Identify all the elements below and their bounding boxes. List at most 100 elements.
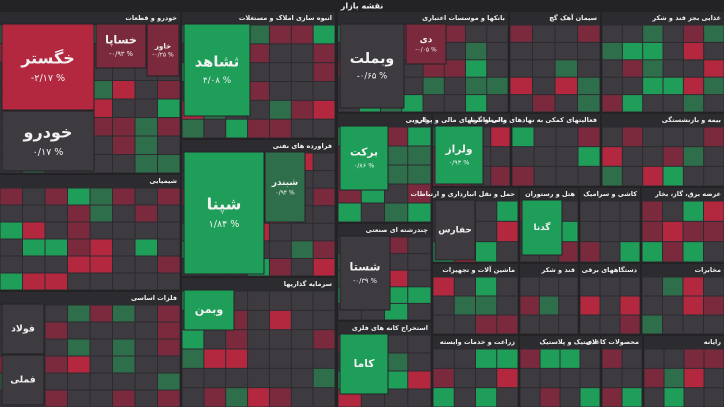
tile-filler (113, 256, 135, 273)
tile-filler (90, 81, 112, 99)
tile-filler (663, 127, 683, 147)
tile-filler (68, 188, 90, 205)
tile-filler (602, 166, 622, 186)
tile-filler (476, 277, 497, 296)
tile-filler (90, 322, 112, 339)
tile-filler (622, 349, 642, 368)
tile-filler (663, 242, 683, 262)
tile-filler (555, 60, 577, 77)
tile-filler (135, 322, 157, 339)
tile-filler (90, 118, 112, 136)
tile-filler (385, 303, 408, 320)
tile-filler (510, 60, 532, 77)
tile-change: ۰/۹۳ % (449, 158, 470, 166)
tile-change: ۰/۸۶ % (354, 161, 375, 169)
tile-filler (269, 330, 291, 349)
tile-filler (113, 118, 135, 136)
tile-symbol: ولراز (444, 143, 472, 156)
tile-filler (45, 205, 67, 222)
tile-filler (466, 25, 487, 42)
tile-filler (135, 118, 157, 136)
tile-filler (248, 44, 269, 63)
tile-filler (385, 237, 408, 254)
tile-filler (45, 222, 67, 239)
tile-filler (643, 60, 663, 77)
tile-filler (704, 127, 724, 147)
tile-filler (643, 25, 663, 42)
tile-filler (182, 349, 204, 368)
sector-label: حمل و نقل انبارداری و ارتباطات (410, 190, 515, 198)
tile-filler (313, 330, 335, 349)
tile-change: -۲/۱۷ % (31, 73, 65, 84)
tile-filler (683, 221, 703, 242)
tile-filler (520, 315, 539, 334)
tile-filler (135, 339, 157, 356)
tile-filler (600, 221, 620, 242)
tile-filler (444, 25, 465, 42)
tile-change: ۰/۹۴ % (275, 190, 295, 197)
tile-filler (642, 296, 662, 315)
sector-label: انبوه سازی املاک و مستغلات (239, 14, 332, 22)
tile-filler (683, 315, 703, 334)
tile-filler (158, 256, 180, 273)
tile-filler (408, 287, 431, 303)
tile-filler (269, 119, 291, 138)
tile-filler (578, 42, 600, 60)
tile-filler (158, 390, 180, 407)
tile-filler (90, 239, 112, 256)
tile-filler (539, 277, 559, 296)
tile-filler (602, 127, 622, 147)
sector-label: ماشین آلات و تجهیزات (442, 265, 515, 274)
tile-filler (385, 127, 408, 146)
tile-filler (313, 171, 335, 188)
tile-filler (497, 349, 518, 368)
tile-filler (45, 305, 67, 322)
tile-filler (622, 77, 643, 95)
tile-filler (556, 147, 578, 166)
tile-filler (313, 188, 335, 206)
tile-filler (226, 388, 248, 407)
tile-filler (90, 356, 112, 373)
tile-filler (534, 166, 556, 186)
tile-filler (338, 203, 361, 222)
tile-filler (385, 165, 408, 184)
tile-filler (408, 254, 431, 270)
tile-filler (158, 118, 180, 136)
tile-filler (433, 315, 454, 334)
tile-filler (663, 60, 683, 77)
tile-filler (555, 95, 577, 112)
tile-filler (491, 147, 510, 166)
tile (1, 303, 45, 355)
tile (1, 23, 95, 111)
sector-label: دستگاههای برقی (582, 266, 638, 274)
sector-label: فراورده های نفتی (273, 142, 332, 150)
tile-filler (476, 296, 497, 315)
tile-filler (663, 201, 683, 221)
tile-change: ۱/۸۴ % (209, 219, 240, 230)
tile-filler (248, 368, 269, 388)
tile-filler (602, 147, 622, 166)
tile-filler (113, 322, 135, 339)
tile-filler (664, 388, 684, 407)
tile-filler (226, 349, 248, 368)
tile-filler (540, 388, 560, 407)
sector-label: چندرشته ای صنعتی (366, 226, 429, 234)
tile-filler (602, 368, 622, 388)
tile-filler (663, 277, 683, 296)
tile-filler (476, 315, 497, 334)
tile-filler (313, 223, 335, 241)
tile-filler (433, 368, 454, 388)
tile-filler (385, 146, 408, 165)
tile-filler (602, 388, 622, 407)
tile-filler (408, 389, 431, 407)
tile-filler (313, 258, 335, 276)
tile-symbol: کاما (354, 357, 376, 370)
tile-filler (664, 368, 684, 388)
tile-filler (182, 368, 204, 388)
tile-filler (559, 201, 578, 221)
tile-filler (622, 127, 643, 147)
tile-filler (291, 349, 313, 368)
tile-change: -۰/۲۵ % (152, 51, 174, 58)
tile-filler (520, 296, 539, 315)
tile-filler (158, 99, 180, 117)
